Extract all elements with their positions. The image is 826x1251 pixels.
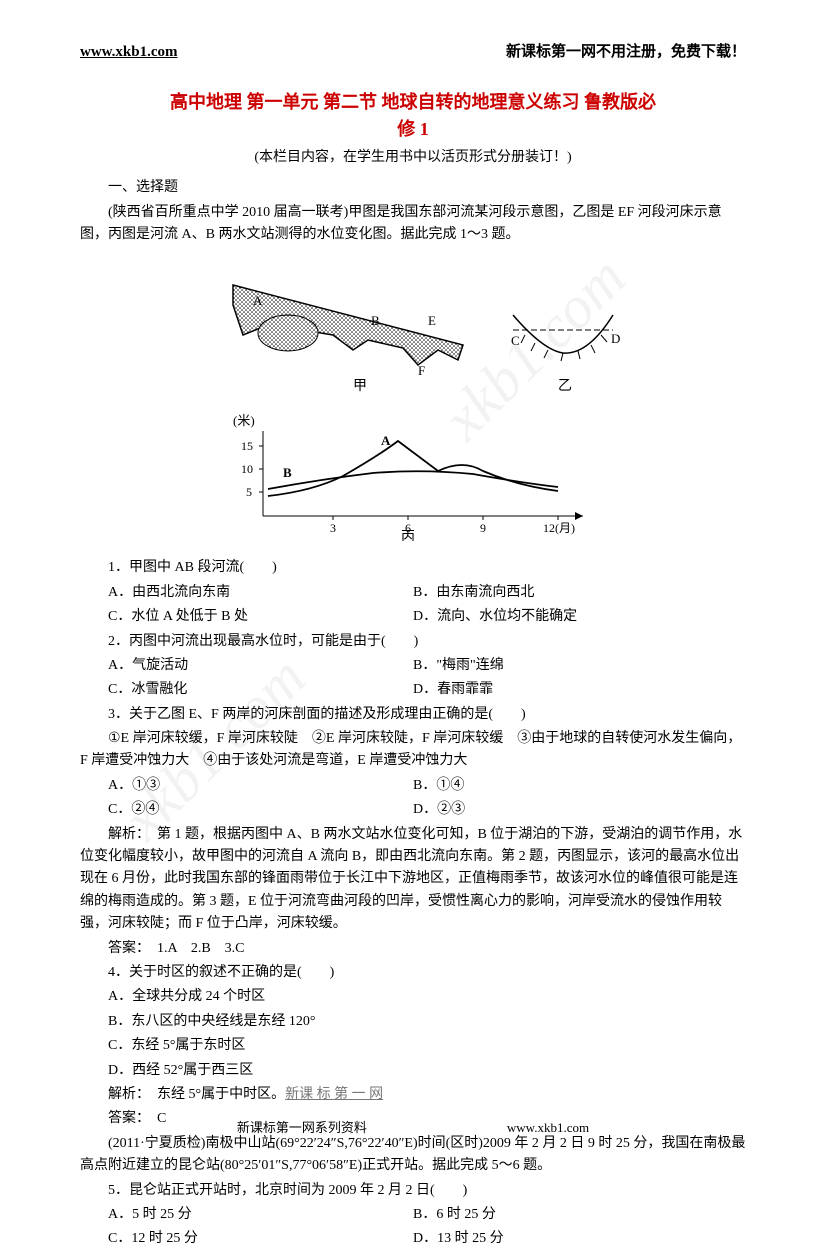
q5-optD: D．13 时 25 分 <box>413 1228 746 1250</box>
header-url: www.xkb1.com <box>80 40 178 64</box>
q5-stem: 5．昆仑站正式开站时，北京时间为 2009 年 2 月 2 日( ) <box>80 1180 746 1202</box>
q2-optD: D．春雨霏霏 <box>413 679 746 701</box>
svg-text:15: 15 <box>241 439 253 453</box>
q2-stem: 2．丙图中河流出现最高水位时，可能是由于( ) <box>80 631 746 653</box>
q5-options-row1: A．5 时 25 分 B．6 时 25 分 <box>80 1204 746 1226</box>
q1-optC: C．水位 A 处低于 B 处 <box>80 606 413 628</box>
q3-items: ①E 岸河床较缓，F 岸河床较陡 ②E 岸河床较陡，F 岸河床较缓 ③由于地球的… <box>80 728 746 773</box>
q1-optD: D．流向、水位均不能确定 <box>413 606 746 628</box>
label-e: E <box>428 313 436 328</box>
q2-options-row2: C．冰雪融化 D．春雨霏霏 <box>80 679 746 701</box>
q4-stem: 4．关于时区的叙述不正确的是( ) <box>80 962 746 984</box>
question-context-5: (2011·宁夏质检)南极中山站(69°22′24″S,76°22′40″E)时… <box>80 1133 746 1178</box>
title-line1: 高中地理 第一单元 第二节 地球自转的地理意义练习 鲁教版必 <box>170 92 656 112</box>
q2-optA: A．气旋活动 <box>80 655 413 677</box>
document-title: 高中地理 第一单元 第二节 地球自转的地理意义练习 鲁教版必 修 1 <box>80 89 746 143</box>
source-link[interactable]: 新课 标 第 一 网 <box>285 1087 383 1102</box>
figure-jia-yi: A B E F 甲 C D 乙 <box>80 255 746 403</box>
q5-optA: A．5 时 25 分 <box>80 1204 413 1226</box>
q3-options-row1: A．①③ B．①④ <box>80 775 746 797</box>
figure-bing: (米) 15 10 5 3 6 9 12(月) A B 丙 <box>80 411 746 549</box>
svg-text:12(月): 12(月) <box>543 521 575 535</box>
q4-optA: A．全球共分成 24 个时区 <box>80 986 746 1008</box>
svg-text:9: 9 <box>480 521 486 535</box>
q1-optB: B．由东南流向西北 <box>413 582 746 604</box>
label-d: D <box>611 331 620 346</box>
label-a: A <box>253 293 263 308</box>
q1-optA: A．由西北流向东南 <box>80 582 413 604</box>
analysis-4: 解析： 东经 5°属于中时区。新课 标 第 一 网 <box>80 1084 746 1106</box>
q4-optB: B．东八区的中央经线是东经 120° <box>80 1011 746 1033</box>
svg-text:3: 3 <box>330 521 336 535</box>
q1-stem: 1．甲图中 AB 段河流( ) <box>80 557 746 579</box>
analysis-1-3: 解析： 第 1 题，根据丙图中 A、B 两水文站水位变化可知，B 位于湖泊的下游… <box>80 824 746 936</box>
q3-optC: C．②④ <box>80 799 413 821</box>
q3-optD: D．②③ <box>413 799 746 821</box>
title-line2: 修 1 <box>397 119 429 139</box>
q3-optB: B．①④ <box>413 775 746 797</box>
hydrograph-svg: (米) 15 10 5 3 6 9 12(月) A B 丙 <box>223 411 603 541</box>
page-header: www.xkb1.com 新课标第一网不用注册，免费下载！ <box>80 40 746 64</box>
q4-optD: D．西经 52°属于西三区 <box>80 1060 746 1082</box>
q4-optC: C．东经 5°属于东时区 <box>80 1035 746 1057</box>
q3-optA: A．①③ <box>80 775 413 797</box>
svg-text:B: B <box>283 465 292 480</box>
q1-options-row2: C．水位 A 处低于 B 处 D．流向、水位均不能确定 <box>80 606 746 628</box>
q2-optB: B．"梅雨"连绵 <box>413 655 746 677</box>
river-diagram-svg: A B E F 甲 C D 乙 <box>203 255 623 395</box>
question-context-1: (陕西省百所重点中学 2010 届高一联考)甲图是我国东部河流某河段示意图，乙图… <box>80 202 746 247</box>
q1-options-row1: A．由西北流向东南 B．由东南流向西北 <box>80 582 746 604</box>
analysis-4-text: 解析： 东经 5°属于中时区。 <box>108 1087 285 1102</box>
section-heading-choice: 一、选择题 <box>80 177 746 199</box>
label-b: B <box>371 313 380 328</box>
header-slogan: 新课标第一网不用注册，免费下载！ <box>506 40 746 64</box>
svg-text:丙: 丙 <box>401 530 415 541</box>
answer-4: 答案： C <box>80 1108 746 1130</box>
answer-1-3: 答案： 1.A 2.B 3.C <box>80 938 746 960</box>
caption-jia: 甲 <box>353 379 367 394</box>
q2-options-row1: A．气旋活动 B．"梅雨"连绵 <box>80 655 746 677</box>
ylabel: (米) <box>233 413 255 428</box>
svg-text:10: 10 <box>241 462 253 476</box>
label-c: C <box>511 333 520 348</box>
label-f: F <box>418 363 425 378</box>
svg-text:5: 5 <box>246 485 252 499</box>
caption-yi: 乙 <box>558 378 572 394</box>
q5-options-row2: C．12 时 25 分 D．13 时 25 分 <box>80 1228 746 1250</box>
q5-optC: C．12 时 25 分 <box>80 1228 413 1250</box>
q5-optB: B．6 时 25 分 <box>413 1204 746 1226</box>
q3-stem: 3．关于乙图 E、F 两岸的河床剖面的描述及形成理由正确的是( ) <box>80 704 746 726</box>
q3-options-row2: C．②④ D．②③ <box>80 799 746 821</box>
document-subtitle: (本栏目内容，在学生用书中以活页形式分册装订！) <box>80 147 746 169</box>
svg-text:A: A <box>381 433 391 448</box>
q2-optC: C．冰雪融化 <box>80 679 413 701</box>
